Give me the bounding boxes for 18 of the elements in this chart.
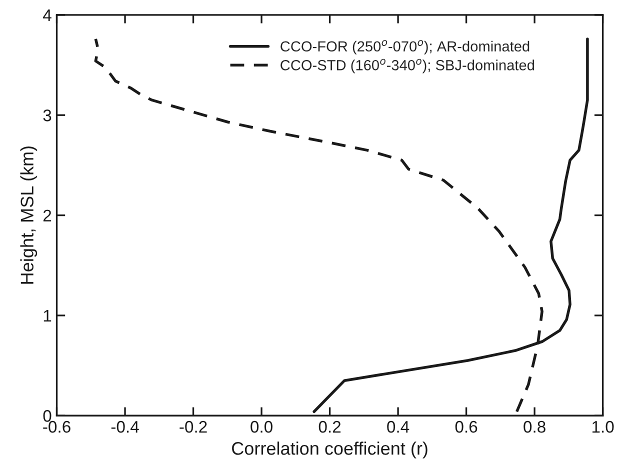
y-tick-label: 3 [43,110,52,122]
x-tick-label: -0.6 [43,420,70,433]
y-axis-title: Height, MSL (km) [20,146,38,284]
x-tick-label: -0.4 [111,420,139,433]
x-tick-label: 1.0 [592,420,614,433]
x-tick-label: 0.0 [250,420,272,433]
x-tick-label: 0.6 [455,420,478,433]
x-tick-label: 0.4 [387,420,410,433]
legend-label: CCO-FOR (250$^{o}$-070$^{o}$); AR-dominated [280,40,530,54]
y-tick-label: 1 [44,310,52,322]
legend-label: CCO-STD (160$^{o}$-340$^{o}$); SBJ-dominated [280,58,534,74]
x-tick-label: -0.2 [180,420,207,433]
x-tick-label: 0.8 [524,420,546,433]
y-tick-label: 4 [43,10,52,21]
x-axis-title: Correlation coefficient (r) [232,442,428,458]
x-tick-label: 0.2 [318,420,341,433]
y-tick-label: 0 [43,410,52,422]
y-tick-label: 2 [43,210,52,222]
